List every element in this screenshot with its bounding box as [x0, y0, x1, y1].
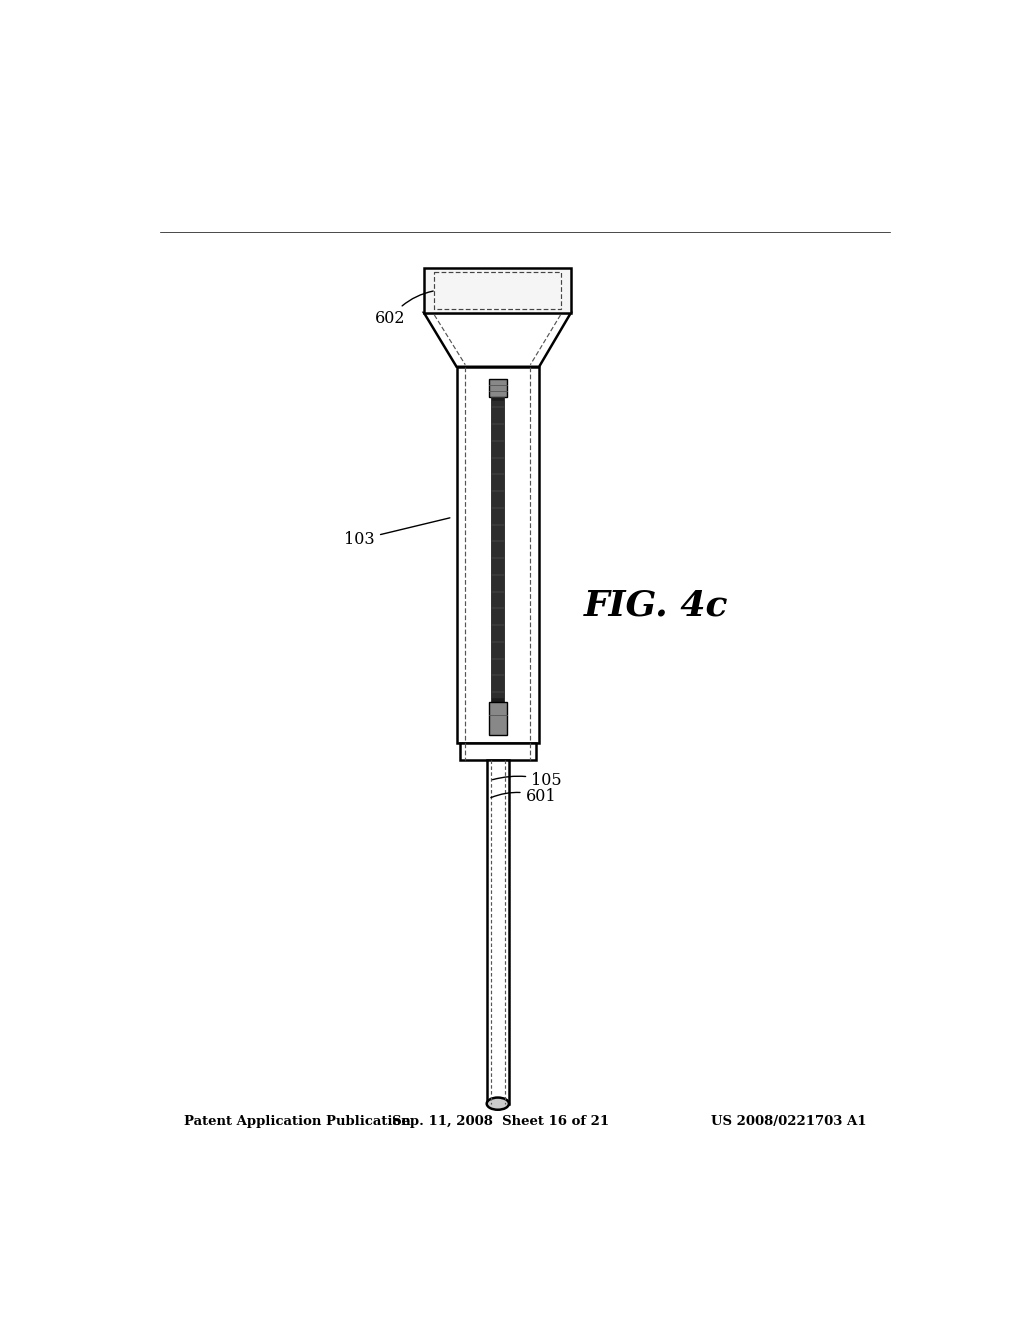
Text: 103: 103	[344, 517, 450, 548]
Ellipse shape	[486, 1097, 509, 1110]
Polygon shape	[424, 313, 570, 367]
Text: US 2008/0221703 A1: US 2008/0221703 A1	[711, 1115, 866, 1129]
Bar	[489, 702, 507, 735]
Bar	[434, 272, 560, 309]
Bar	[460, 743, 536, 760]
Text: 602: 602	[375, 290, 433, 327]
Bar	[424, 268, 570, 313]
Text: 105: 105	[493, 772, 562, 789]
Bar	[486, 760, 509, 1104]
Bar	[492, 397, 505, 702]
Text: Patent Application Publication: Patent Application Publication	[183, 1115, 411, 1129]
Text: 601: 601	[490, 788, 556, 805]
Text: FIG. 4c: FIG. 4c	[585, 589, 729, 623]
Bar	[489, 379, 507, 397]
Text: Sep. 11, 2008  Sheet 16 of 21: Sep. 11, 2008 Sheet 16 of 21	[392, 1115, 609, 1129]
Bar	[457, 367, 539, 743]
